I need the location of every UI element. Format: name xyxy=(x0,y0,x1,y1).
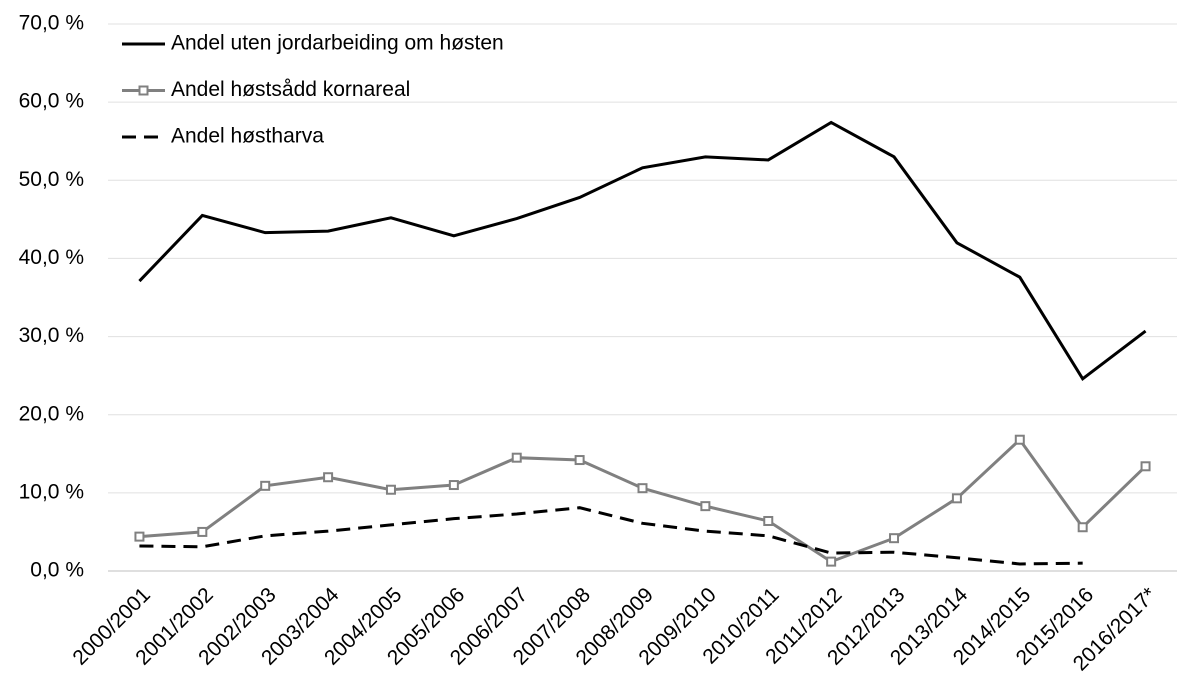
point-marker xyxy=(1014,434,1025,445)
series-line xyxy=(139,437,1147,564)
point-marker xyxy=(323,472,334,483)
legend-label: Andel uten jordarbeiding om høsten xyxy=(171,32,504,55)
legend-label: Andel høstsådd kornareal xyxy=(171,78,410,101)
point-marker xyxy=(197,526,208,537)
point-marker xyxy=(889,533,900,544)
point-marker xyxy=(511,452,522,463)
series-line xyxy=(138,120,1147,381)
point-marker xyxy=(574,455,585,466)
point-marker xyxy=(260,480,271,491)
point-marker xyxy=(448,480,459,491)
point-marker xyxy=(763,515,774,526)
point-marker xyxy=(1140,461,1151,472)
point-marker xyxy=(1077,522,1088,533)
y-tick-label: 30,0 % xyxy=(19,324,84,347)
y-tick-label: 70,0 % xyxy=(19,12,84,35)
point-marker xyxy=(385,484,396,495)
legend-marker xyxy=(138,85,149,96)
point-marker xyxy=(951,493,962,504)
series-line xyxy=(139,506,1083,566)
point-marker xyxy=(826,556,837,567)
y-tick-label: 20,0 % xyxy=(19,402,84,425)
point-marker xyxy=(700,501,711,512)
legend-label: Andel høstharva xyxy=(171,125,324,148)
y-tick-label: 60,0 % xyxy=(19,90,84,113)
y-tick-label: 10,0 % xyxy=(19,480,84,503)
y-tick-label: 0,0 % xyxy=(30,559,84,582)
y-tick-label: 50,0 % xyxy=(19,168,84,191)
y-tick-label: 40,0 % xyxy=(19,246,84,269)
point-marker xyxy=(637,483,648,494)
point-marker xyxy=(134,531,145,542)
